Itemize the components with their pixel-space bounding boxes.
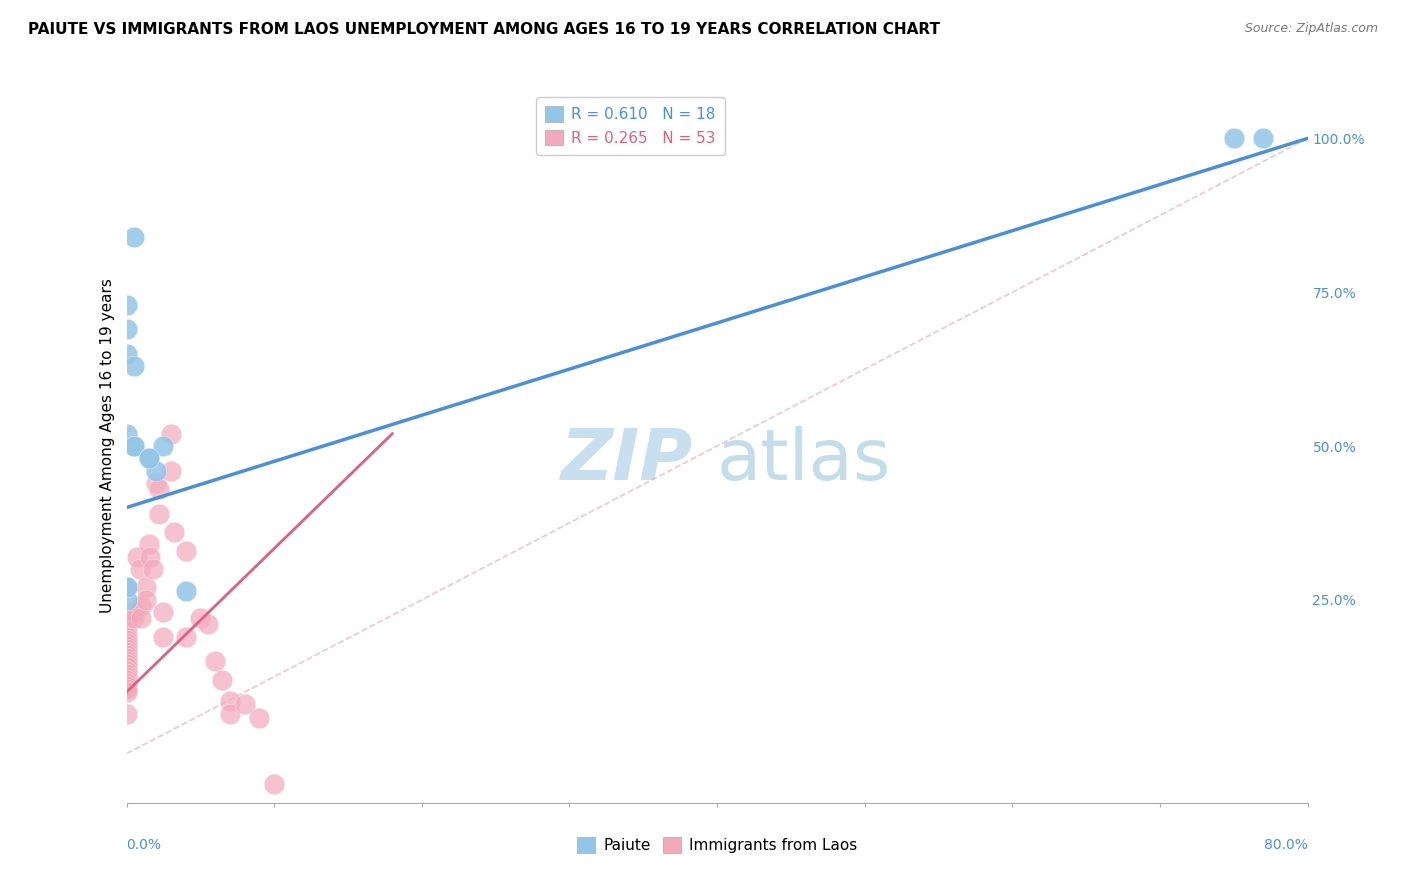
Point xyxy=(115,581,138,595)
Y-axis label: Unemployment Among Ages 16 to 19 years: Unemployment Among Ages 16 to 19 years xyxy=(100,278,115,614)
Point xyxy=(247,711,270,725)
Point xyxy=(263,777,285,791)
Point xyxy=(115,654,138,668)
Point xyxy=(122,605,145,619)
Point xyxy=(115,645,138,659)
Point xyxy=(115,611,138,625)
Point xyxy=(115,632,138,647)
Point xyxy=(197,617,219,632)
Point xyxy=(115,592,138,607)
Point xyxy=(152,605,174,619)
Point xyxy=(163,525,186,540)
Point xyxy=(204,654,226,668)
Legend: Paiute, Immigrants from Laos: Paiute, Immigrants from Laos xyxy=(571,831,863,859)
Point xyxy=(1222,131,1246,145)
Point xyxy=(188,611,211,625)
Text: Source: ZipAtlas.com: Source: ZipAtlas.com xyxy=(1244,22,1378,36)
Point xyxy=(115,617,138,632)
Text: PAIUTE VS IMMIGRANTS FROM LAOS UNEMPLOYMENT AMONG AGES 16 TO 19 YEARS CORRELATIO: PAIUTE VS IMMIGRANTS FROM LAOS UNEMPLOYM… xyxy=(28,22,941,37)
Point xyxy=(115,297,138,311)
Point xyxy=(115,639,138,653)
Point xyxy=(115,657,138,672)
Point xyxy=(148,482,170,496)
Point xyxy=(115,581,138,595)
Point xyxy=(115,630,138,644)
Point xyxy=(174,583,197,598)
Point xyxy=(115,648,138,662)
Point xyxy=(1251,131,1274,145)
Point xyxy=(115,676,138,690)
Point xyxy=(115,660,138,674)
Point xyxy=(138,537,160,551)
Text: 80.0%: 80.0% xyxy=(1264,838,1308,853)
Point xyxy=(129,599,153,613)
Point xyxy=(115,624,138,638)
Point xyxy=(139,549,162,564)
Text: atlas: atlas xyxy=(717,425,891,495)
Point xyxy=(145,464,167,478)
Point xyxy=(122,439,145,453)
Point xyxy=(115,706,138,721)
Point xyxy=(115,664,138,678)
Point xyxy=(122,439,145,453)
Point xyxy=(115,426,138,441)
Text: 0.0%: 0.0% xyxy=(127,838,162,853)
Point xyxy=(138,451,160,466)
Point xyxy=(115,642,138,657)
Point xyxy=(159,464,183,478)
Point xyxy=(115,666,138,681)
Point xyxy=(115,673,138,687)
Point xyxy=(174,630,197,644)
Point xyxy=(115,651,138,665)
Point xyxy=(174,543,197,558)
Point xyxy=(135,592,157,607)
Point xyxy=(128,562,150,576)
Point xyxy=(115,347,138,361)
Text: ZIP: ZIP xyxy=(561,425,693,495)
Point xyxy=(115,322,138,336)
Point xyxy=(115,670,138,684)
Point xyxy=(138,451,160,466)
Point xyxy=(159,426,183,441)
Point xyxy=(129,611,153,625)
Point xyxy=(122,230,145,244)
Point xyxy=(145,475,167,490)
Point xyxy=(122,359,145,373)
Point xyxy=(125,549,148,564)
Point xyxy=(115,679,138,693)
Point xyxy=(148,507,170,521)
Point xyxy=(142,562,165,576)
Point xyxy=(211,673,233,687)
Point xyxy=(219,694,242,708)
Point xyxy=(152,630,174,644)
Point xyxy=(115,685,138,699)
Point xyxy=(115,636,138,650)
Point xyxy=(219,706,242,721)
Point xyxy=(233,698,256,712)
Point xyxy=(135,581,157,595)
Point xyxy=(152,439,174,453)
Point xyxy=(115,681,138,696)
Point xyxy=(122,611,145,625)
